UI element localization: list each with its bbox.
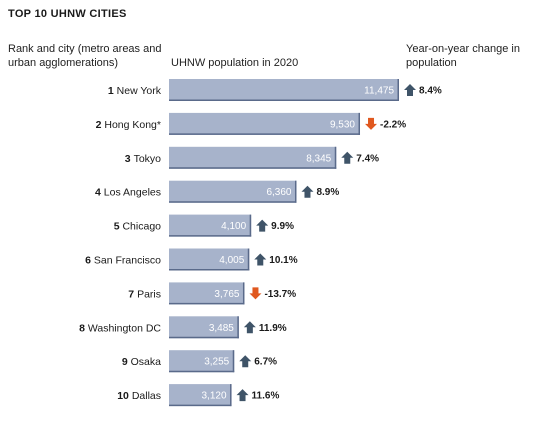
rank-number: 7 bbox=[128, 288, 137, 300]
category-label: 9 Osaka bbox=[122, 356, 161, 368]
rank-number: 4 bbox=[95, 187, 104, 199]
change-label: 10.1% bbox=[269, 255, 297, 266]
arrow-up-icon bbox=[254, 253, 267, 266]
category-label: 5 Chicago bbox=[114, 221, 161, 233]
rank-number: 3 bbox=[125, 153, 134, 165]
bar bbox=[169, 282, 245, 305]
city-name: Paris bbox=[137, 288, 161, 300]
bar-value-label: 3,255 bbox=[204, 357, 229, 368]
city-name: Washington DC bbox=[88, 322, 162, 334]
bar bbox=[169, 180, 297, 203]
value-column-header: UHNW population in 2020 bbox=[171, 57, 299, 69]
change-label: -2.2% bbox=[380, 119, 406, 130]
bar-value-label: 9,530 bbox=[330, 119, 355, 130]
change-label: -13.7% bbox=[264, 289, 296, 300]
city-name: Los Angeles bbox=[104, 187, 161, 199]
category-label: 10 Dallas bbox=[117, 390, 161, 402]
category-label: 3 Tokyo bbox=[125, 153, 161, 165]
change-label: 9.9% bbox=[271, 221, 294, 232]
arrow-up-icon bbox=[341, 151, 354, 164]
bar-value-label: 4,005 bbox=[219, 255, 244, 266]
change-label: 11.9% bbox=[259, 323, 287, 334]
bar-value-label: 3,485 bbox=[209, 323, 234, 334]
bar bbox=[169, 112, 361, 135]
bar bbox=[169, 248, 250, 271]
bar-value-label: 8,345 bbox=[306, 153, 331, 164]
arrow-up-icon bbox=[239, 355, 252, 368]
category-column-header: Rank and city (metro areas and urban agg… bbox=[8, 43, 162, 69]
bar bbox=[169, 214, 252, 237]
city-name: New York bbox=[117, 85, 162, 97]
change-label: 8.4% bbox=[419, 86, 442, 97]
chart-title: TOP 10 UHNW CITIES bbox=[8, 8, 127, 20]
arrow-down-icon bbox=[365, 117, 378, 130]
category-label: 1 New York bbox=[108, 85, 162, 97]
bar-value-label: 4,100 bbox=[221, 221, 246, 232]
change-label: 6.7% bbox=[254, 357, 277, 368]
rank-number: 5 bbox=[114, 221, 123, 233]
bar-value-label: 6,360 bbox=[266, 187, 291, 198]
bar bbox=[169, 146, 337, 169]
rank-number: 2 bbox=[96, 119, 105, 131]
change-column-header: Year-on-year change in population bbox=[406, 43, 520, 69]
city-name: Dallas bbox=[132, 390, 161, 402]
category-label: 4 Los Angeles bbox=[95, 187, 161, 199]
category-label: 2 Hong Kong* bbox=[96, 119, 161, 131]
arrow-up-icon bbox=[404, 84, 416, 96]
bar bbox=[169, 79, 399, 101]
bar-value-label: 3,765 bbox=[214, 289, 239, 300]
category-label: 8 Washington DC bbox=[79, 322, 161, 334]
bar bbox=[169, 316, 239, 339]
arrow-up-icon bbox=[243, 321, 256, 334]
arrow-down-icon bbox=[249, 287, 262, 300]
arrow-up-icon bbox=[301, 185, 314, 198]
bar-value-label: 11,475 bbox=[364, 86, 394, 97]
arrow-up-icon bbox=[256, 219, 269, 232]
change-label: 11.6% bbox=[252, 391, 280, 402]
bar-value-label: 3,120 bbox=[202, 391, 227, 402]
city-name: Hong Kong* bbox=[104, 119, 161, 131]
change-label: 8.9% bbox=[316, 187, 339, 198]
city-name: Chicago bbox=[122, 221, 161, 233]
arrow-up-icon bbox=[236, 389, 249, 402]
bar bbox=[169, 350, 235, 373]
rank-number: 6 bbox=[85, 255, 94, 267]
city-name: Osaka bbox=[131, 356, 162, 368]
rank-number: 1 bbox=[108, 85, 117, 97]
rank-number: 9 bbox=[122, 356, 131, 368]
bar bbox=[169, 384, 232, 407]
category-label: 6 San Francisco bbox=[85, 255, 161, 267]
change-label: 7.4% bbox=[356, 153, 379, 164]
city-name: San Francisco bbox=[94, 255, 161, 267]
rank-number: 10 bbox=[117, 390, 132, 402]
category-label: 7 Paris bbox=[128, 288, 161, 300]
city-name: Tokyo bbox=[134, 153, 162, 165]
rank-number: 8 bbox=[79, 322, 88, 334]
